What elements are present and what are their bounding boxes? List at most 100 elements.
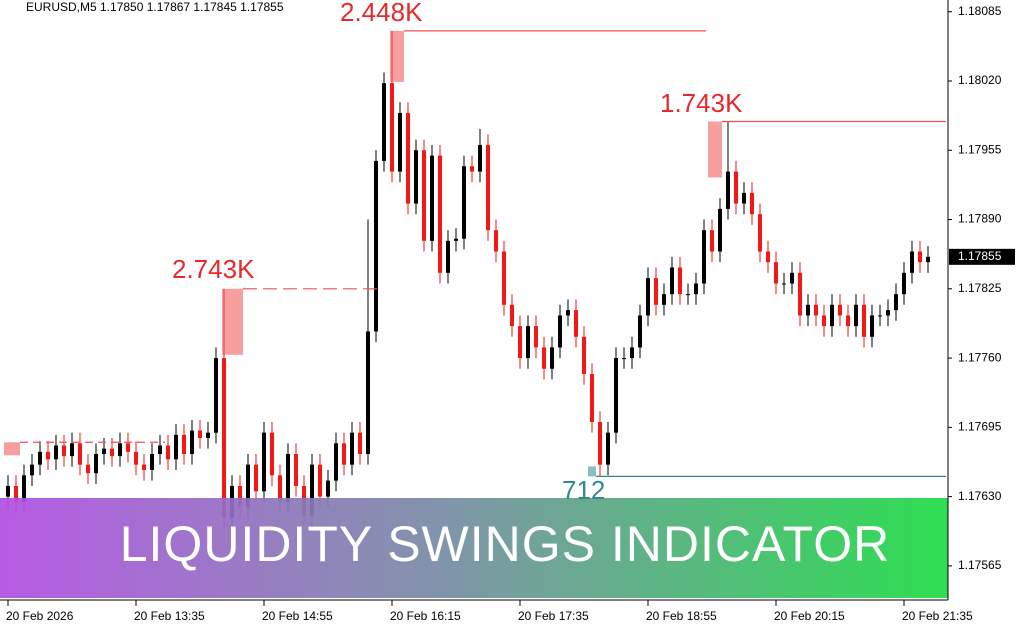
plot-area <box>4 30 946 529</box>
candle-body <box>750 192 754 215</box>
y-tick-label: 1.17695 <box>958 420 1002 434</box>
candle-body <box>670 267 674 295</box>
candle-body <box>598 422 602 465</box>
candle-body <box>286 453 290 502</box>
candle-body <box>526 326 530 359</box>
liquidity-label: 1.743K <box>660 88 743 118</box>
candle-body <box>198 430 202 439</box>
candle-body <box>150 453 154 470</box>
candle-body <box>806 304 810 316</box>
candle-body <box>566 310 570 316</box>
candle-body <box>54 445 58 460</box>
candle-body <box>686 294 690 296</box>
banner-title: LIQUIDITY SWINGS INDICATOR <box>120 516 891 572</box>
y-tick-label: 1.18020 <box>958 73 1002 87</box>
candle-body <box>558 315 562 348</box>
banner <box>0 498 948 598</box>
current-price-tag <box>949 248 1015 265</box>
candle-body <box>518 326 522 359</box>
candle-body <box>454 238 458 241</box>
candle-body <box>326 480 330 497</box>
candle-body <box>38 451 42 465</box>
candle-body <box>606 432 610 465</box>
candle-body <box>182 434 186 454</box>
candle-body <box>766 251 770 263</box>
candle-body <box>574 310 578 337</box>
candle-body <box>710 230 714 252</box>
y-tick-label: 1.18085 <box>958 4 1002 18</box>
candle-body <box>214 358 218 433</box>
candle-body <box>278 475 282 502</box>
candle-body <box>366 331 370 454</box>
x-tick-label: 20 Feb 18:55 <box>646 609 717 623</box>
candle-body <box>342 443 346 465</box>
candle-body <box>134 451 138 465</box>
candle-body <box>734 171 738 204</box>
candle-body <box>470 166 474 172</box>
liquidity-label: 2.743K <box>172 254 255 284</box>
candle-body <box>174 434 178 460</box>
x-tick-label: 20 Feb 17:35 <box>518 609 589 623</box>
x-tick-label: 20 Feb 13:35 <box>134 609 205 623</box>
candle-body <box>398 112 402 172</box>
candle-body <box>406 112 410 204</box>
candle-body <box>78 443 82 465</box>
candle-body <box>238 485 242 508</box>
candle-body <box>614 358 618 433</box>
candle-body <box>350 432 354 465</box>
candle-body <box>494 230 498 252</box>
candle-body <box>86 464 90 474</box>
candle-body <box>542 347 546 369</box>
candle-body <box>446 240 450 273</box>
candle-body <box>854 304 858 327</box>
x-tick-label: 20 Feb 20:15 <box>774 609 845 623</box>
candle-body <box>870 315 874 337</box>
candle-body <box>486 144 490 231</box>
candle-body <box>6 485 10 497</box>
candle-body <box>254 464 258 492</box>
candle-body <box>662 294 666 305</box>
candle-body <box>886 310 890 316</box>
liquidity-label: 712 <box>562 475 605 505</box>
candle-body <box>846 315 850 327</box>
y-tick-label: 1.17630 <box>958 489 1002 503</box>
candle-body <box>262 432 266 492</box>
candle-body <box>646 278 650 316</box>
candle-body <box>206 432 210 439</box>
liquidity-box <box>588 466 596 477</box>
candle-body <box>70 443 74 457</box>
candle-body <box>654 278 658 305</box>
candle-body <box>222 358 226 518</box>
candle-body <box>318 464 322 497</box>
candle-body <box>918 251 922 263</box>
candle-body <box>478 144 482 172</box>
candle-body <box>166 445 170 460</box>
y-tick-label: 1.17890 <box>958 212 1002 226</box>
candle-body <box>502 251 506 305</box>
x-tick-label: 20 Feb 21:35 <box>902 609 973 623</box>
candle-body <box>62 445 66 457</box>
current-price-label: 1.17855 <box>958 249 1002 263</box>
x-tick-label: 20 Feb 14:55 <box>262 609 333 623</box>
candle-body <box>590 374 594 423</box>
liquidity-label: 2.448K <box>340 0 423 27</box>
candle-body <box>534 326 538 348</box>
candle-body <box>638 315 642 348</box>
candle-body <box>894 294 898 311</box>
candle-body <box>862 304 866 337</box>
candle-body <box>126 443 130 452</box>
candle-body <box>94 453 98 474</box>
candle-body <box>726 171 730 209</box>
candle-body <box>102 448 106 454</box>
y-tick-label: 1.17825 <box>958 281 1002 295</box>
candle-body <box>718 208 722 252</box>
candle-body <box>334 443 338 481</box>
candle-body <box>422 150 426 241</box>
candle-body <box>270 432 274 476</box>
candle-body <box>30 464 34 476</box>
candle-body <box>790 272 794 284</box>
liquidity-box <box>222 288 243 355</box>
liquidity-box <box>390 30 404 82</box>
candle-body <box>14 485 18 502</box>
candle-body <box>774 262 778 284</box>
